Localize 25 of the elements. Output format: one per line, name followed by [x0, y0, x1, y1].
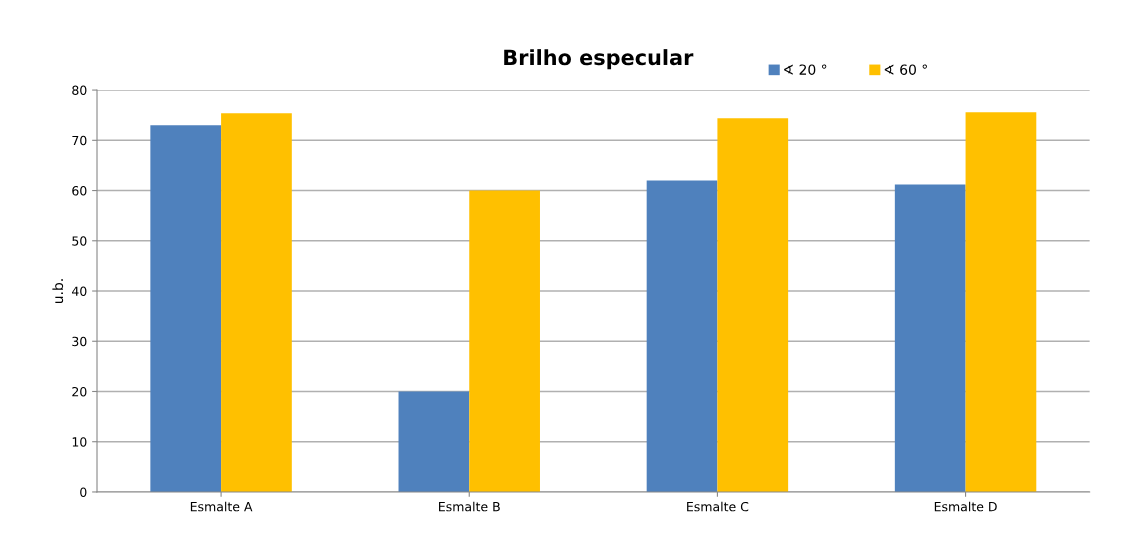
x-tick-label: Esmalte D — [934, 501, 997, 512]
y-tick-label: 70 — [72, 135, 87, 146]
bar — [398, 391, 470, 492]
chart-title: Brilho especular — [504, 49, 694, 70]
y-tick-label: 50 — [72, 236, 87, 246]
y-axis-title: u.b. — [52, 279, 64, 304]
legend-label: ∢ 60 ° — [884, 64, 927, 75]
x-tick-label: Esmalte B — [439, 501, 500, 512]
y-tick-label: 30 — [72, 336, 87, 347]
y-tick-label: 0 — [80, 487, 87, 497]
y-tick-label: 10 — [72, 437, 87, 447]
y-tick-label: 60 — [72, 186, 87, 196]
y-tick-label: 20 — [72, 386, 87, 397]
bar — [717, 118, 789, 492]
bar — [150, 125, 222, 492]
bar — [894, 184, 966, 492]
y-tick-label: 80 — [72, 85, 87, 95]
bar — [965, 112, 1037, 492]
x-tick-label: Esmalte A — [190, 501, 253, 512]
bar — [646, 180, 718, 492]
x-tick-label: Esmalte C — [687, 501, 749, 512]
legend-label: ∢ 20 ° — [784, 64, 827, 75]
y-tick-label: 40 — [71, 286, 87, 296]
bar — [221, 113, 292, 492]
bar — [469, 190, 540, 492]
